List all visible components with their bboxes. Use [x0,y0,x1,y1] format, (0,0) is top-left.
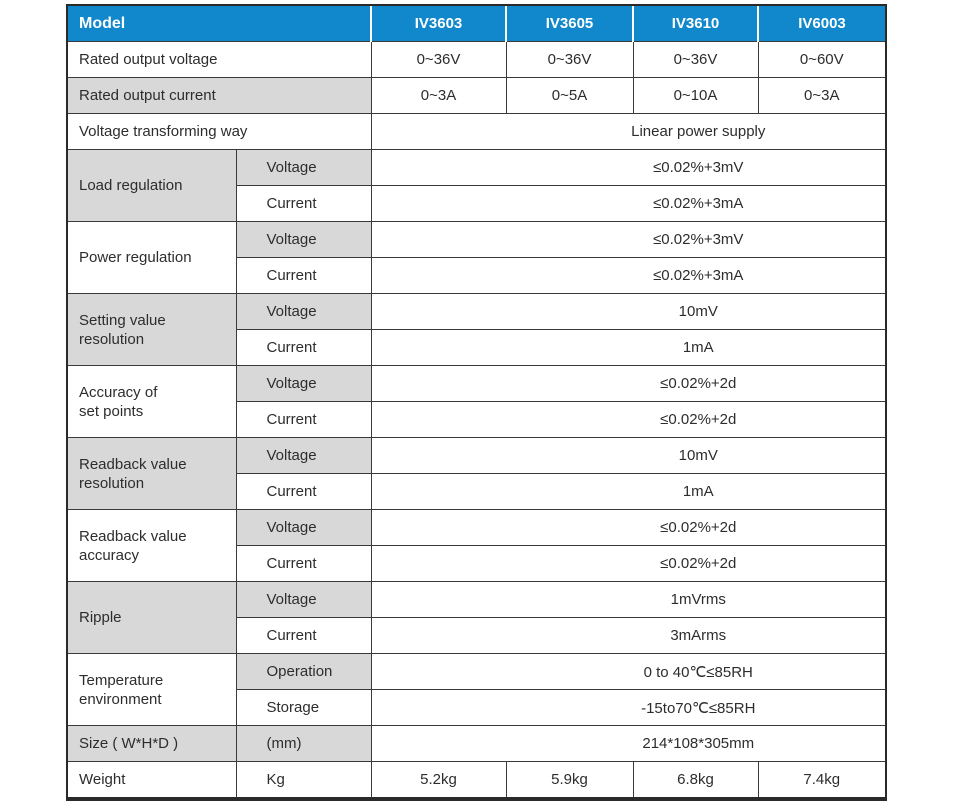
row-readback-value-accuracy-voltage: Readback value accuracy Voltage ≤0.02%+2… [66,509,887,582]
temperature-operation-value: 0 to 40℃≤85RH [370,653,887,690]
size-value: 214*108*305mm [370,725,887,762]
row-power-regulation-voltage: Power regulation Voltage ≤0.02%+3mV [66,221,887,294]
power-regulation-voltage-value: ≤0.02%+3mV [370,221,887,258]
readback-value-resolution-current-value: 1mA [370,473,887,510]
voltage-transforming-way-label: Voltage transforming way [66,113,372,150]
row-rated-output-current: Rated output current 0~3A 0~5A 0~10A 0~3… [66,77,887,114]
power-regulation-label: Power regulation [66,221,237,294]
accuracy-of-set-points-current-sublabel: Current [235,401,372,438]
row-readback-value-accuracy-current: Current ≤0.02%+2d [67,545,887,582]
rated-output-voltage-iv3605: 0~36V [505,41,634,78]
temperature-storage-value: -15to70℃≤85RH [370,689,887,726]
rated-output-current-iv6003: 0~3A [757,77,887,114]
row-setting-value-resolution-voltage: Setting value resolution Voltage 10mV [66,293,887,366]
row-accuracy-of-set-points-voltage: Accuracy of set points Voltage ≤0.02%+2d [66,365,887,438]
row-voltage-transforming-way: Voltage transforming way Linear power su… [66,113,887,150]
setting-value-resolution-label: Setting value resolution [66,293,237,366]
row-rated-output-voltage: Rated output voltage 0~36V 0~36V 0~36V 0… [66,41,887,78]
row-temperature-storage: Storage -15to70℃≤85RH [67,689,887,726]
load-regulation-voltage-value: ≤0.02%+3mV [370,149,887,186]
weight-iv3610: 6.8kg [632,761,759,800]
readback-value-resolution-label: Readback value resolution [66,437,237,510]
load-regulation-current-sublabel: Current [235,185,372,222]
row-size: Size ( W*H*D ) (mm) 214*108*305mm [66,725,887,762]
setting-value-resolution-voltage-value: 10mV [370,293,887,330]
temperature-environment-label: Temperature environment [66,653,237,726]
readback-value-resolution-current-sublabel: Current [235,473,372,510]
rated-output-current-label: Rated output current [66,77,372,114]
load-regulation-voltage-sublabel: Voltage [235,149,372,186]
row-ripple-voltage: Ripple Voltage 1mVrms [66,581,887,654]
power-regulation-voltage-sublabel: Voltage [235,221,372,258]
load-regulation-label: Load regulation [66,149,237,222]
size-label: Size ( W*H*D ) [66,725,237,762]
row-ripple-current: Current 3mArms [67,617,887,654]
weight-iv3605: 5.9kg [505,761,634,800]
spec-table: Model IV3603 IV3605 IV3610 IV6003 Rated … [66,4,887,801]
setting-value-resolution-current-sublabel: Current [235,329,372,366]
power-regulation-current-value: ≤0.02%+3mA [370,257,887,294]
row-setting-value-resolution-current: Current 1mA [67,329,887,366]
readback-value-accuracy-label: Readback value accuracy [66,509,237,582]
row-temperature-operation: Temperature environment Operation 0 to 4… [66,653,887,726]
ripple-current-sublabel: Current [235,617,372,654]
row-accuracy-of-set-points-current: Current ≤0.02%+2d [67,401,887,438]
readback-value-accuracy-current-value: ≤0.02%+2d [370,545,887,582]
accuracy-of-set-points-voltage-value: ≤0.02%+2d [370,365,887,402]
model-iv6003: IV6003 [757,4,887,42]
weight-unit-sublabel: Kg [235,761,372,800]
model-iv3610: IV3610 [632,4,759,42]
load-regulation-current-value: ≤0.02%+3mA [370,185,887,222]
weight-iv3603: 5.2kg [370,761,507,800]
readback-value-accuracy-voltage-value: ≤0.02%+2d [370,509,887,546]
rated-output-voltage-iv3610: 0~36V [632,41,759,78]
rated-output-voltage-iv3603: 0~36V [370,41,507,78]
ripple-label: Ripple [66,581,237,654]
readback-value-resolution-voltage-value: 10mV [370,437,887,474]
readback-value-accuracy-voltage-sublabel: Voltage [235,509,372,546]
row-power-regulation-current: Current ≤0.02%+3mA [67,257,887,294]
voltage-transforming-way-value: Linear power supply [370,113,887,150]
readback-value-resolution-voltage-sublabel: Voltage [235,437,372,474]
rated-output-voltage-iv6003: 0~60V [757,41,887,78]
ripple-voltage-sublabel: Voltage [235,581,372,618]
ripple-voltage-value: 1mVrms [370,581,887,618]
power-regulation-current-sublabel: Current [235,257,372,294]
size-unit-sublabel: (mm) [235,725,372,762]
accuracy-of-set-points-voltage-sublabel: Voltage [235,365,372,402]
temperature-storage-sublabel: Storage [235,689,372,726]
row-weight: Weight Kg 5.2kg 5.9kg 6.8kg 7.4kg [66,761,887,800]
rated-output-current-iv3610: 0~10A [632,77,759,114]
accuracy-of-set-points-label: Accuracy of set points [66,365,237,438]
readback-value-accuracy-current-sublabel: Current [235,545,372,582]
model-iv3603: IV3603 [370,4,507,42]
weight-label: Weight [66,761,237,800]
temperature-operation-sublabel: Operation [235,653,372,690]
row-readback-value-resolution-current: Current 1mA [67,473,887,510]
rated-output-voltage-label: Rated output voltage [66,41,372,78]
weight-iv6003: 7.4kg [757,761,887,800]
header-row: Model IV3603 IV3605 IV3610 IV6003 [66,4,887,42]
row-load-regulation-voltage: Load regulation Voltage ≤0.02%+3mV [66,149,887,222]
setting-value-resolution-voltage-sublabel: Voltage [235,293,372,330]
model-iv3605: IV3605 [505,4,634,42]
accuracy-of-set-points-current-value: ≤0.02%+2d [370,401,887,438]
model-header-cell: Model [66,4,372,42]
ripple-current-value: 3mArms [370,617,887,654]
row-readback-value-resolution-voltage: Readback value resolution Voltage 10mV [66,437,887,510]
rated-output-current-iv3605: 0~5A [505,77,634,114]
rated-output-current-iv3603: 0~3A [370,77,507,114]
setting-value-resolution-current-value: 1mA [370,329,887,366]
row-load-regulation-current: Current ≤0.02%+3mA [67,185,887,222]
